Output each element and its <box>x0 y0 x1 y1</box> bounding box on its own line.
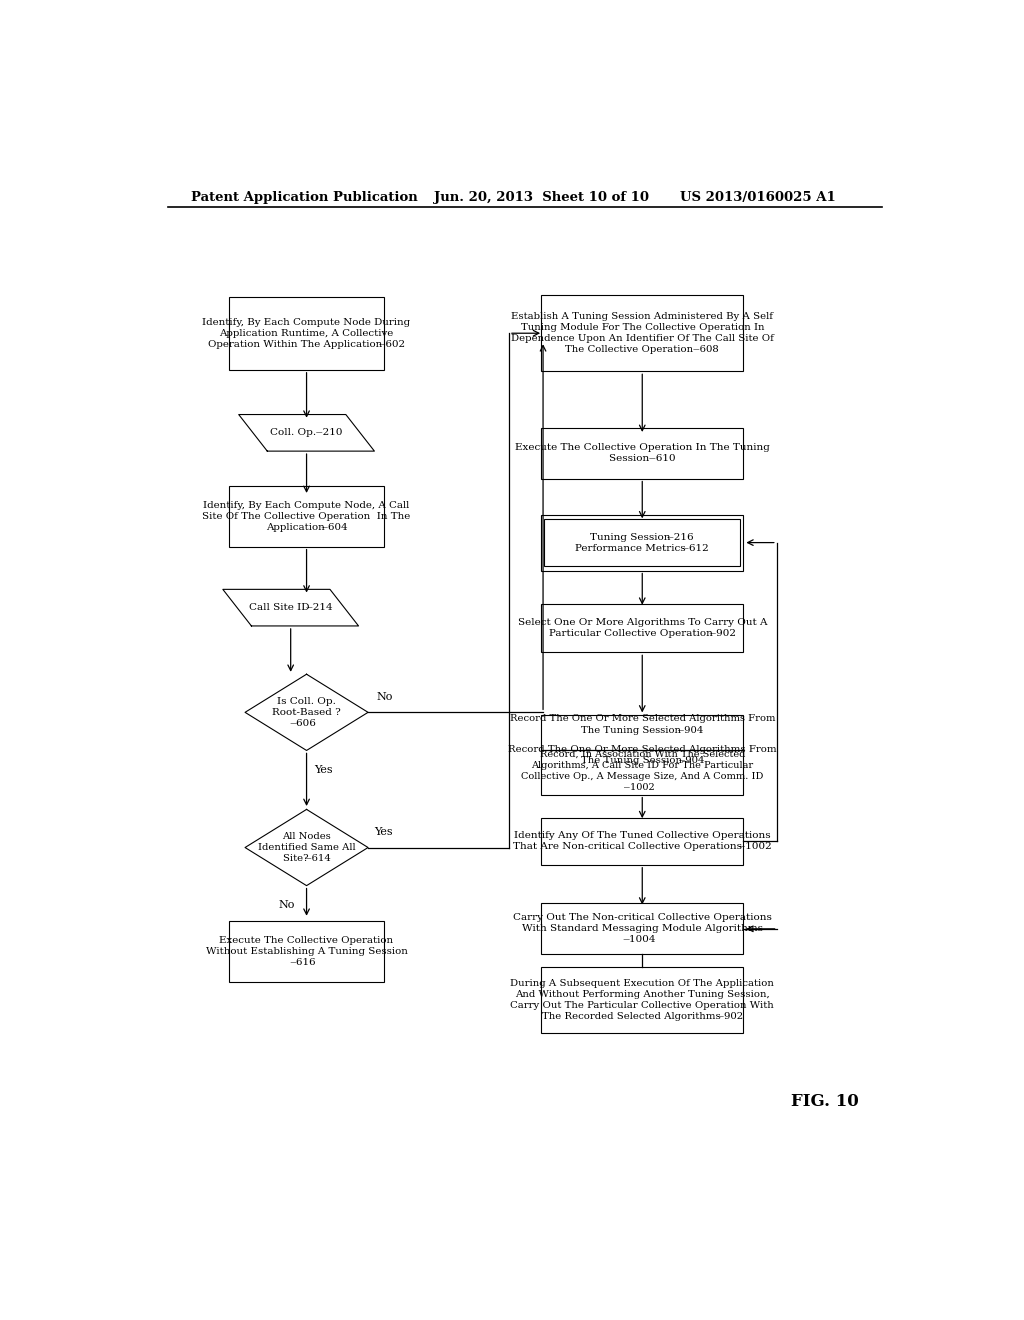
Text: Yes: Yes <box>314 764 333 775</box>
Bar <box>541 818 743 865</box>
Text: Carry Out The Non-critical Collective Operations
With Standard Messaging Module : Carry Out The Non-critical Collective Op… <box>513 913 772 944</box>
Bar <box>541 603 743 652</box>
Polygon shape <box>245 809 368 886</box>
Bar <box>541 715 743 795</box>
Text: Call Site ID ̶214: Call Site ID ̶214 <box>249 603 333 612</box>
Text: Record The One Or More Selected Algorithms From
The Tuning Session ̶904: Record The One Or More Selected Algorith… <box>510 714 775 735</box>
Bar <box>541 296 743 371</box>
Text: Coll. Op.  ̶210: Coll. Op. ̶210 <box>270 428 343 437</box>
Text: Execute The Collective Operation
Without Establishing A Tuning Session
̶616: Execute The Collective Operation Without… <box>206 936 408 966</box>
Polygon shape <box>245 675 368 751</box>
Bar <box>229 297 384 370</box>
Text: Record, In Association With The Selected
Algorithms, A Call Site ID For The Part: Record, In Association With The Selected… <box>521 750 764 792</box>
Text: Identify, By Each Compute Node During
Application Runtime, A Collective
Operatio: Identify, By Each Compute Node During Ap… <box>203 318 411 348</box>
Text: Select One Or More Algorithms To Carry Out A
Particular Collective Operation ̶90: Select One Or More Algorithms To Carry O… <box>517 618 767 638</box>
Polygon shape <box>223 589 358 626</box>
Bar <box>544 519 740 566</box>
Bar <box>541 515 743 570</box>
Text: No: No <box>376 692 392 702</box>
Text: Is Coll. Op.
Root-Based ?
̶606: Is Coll. Op. Root-Based ? ̶606 <box>272 697 341 727</box>
Text: Establish A Tuning Session Administered By A Self
Tuning Module For The Collecti: Establish A Tuning Session Administered … <box>511 312 774 354</box>
Text: Tuning Session ̶216
Performance Metrics ̶612: Tuning Session ̶216 Performance Metrics … <box>575 532 710 553</box>
Bar <box>541 968 743 1034</box>
Text: FIG. 10: FIG. 10 <box>791 1093 858 1110</box>
Text: Identify Any Of The Tuned Collective Operations
That Are Non-critical Collective: Identify Any Of The Tuned Collective Ope… <box>513 832 772 851</box>
Bar <box>229 486 384 546</box>
Polygon shape <box>239 414 375 451</box>
Text: Patent Application Publication: Patent Application Publication <box>191 191 418 205</box>
Text: No: No <box>279 900 295 909</box>
Text: Jun. 20, 2013  Sheet 10 of 10: Jun. 20, 2013 Sheet 10 of 10 <box>433 191 648 205</box>
Text: All Nodes
Identified Same All
Site? ̶614: All Nodes Identified Same All Site? ̶614 <box>258 832 355 863</box>
Text: Record The One Or More Selected Algorithms From
The Tuning Session ̶904: Record The One Or More Selected Algorith… <box>508 744 776 766</box>
Bar <box>541 903 743 954</box>
Text: Identify, By Each Compute Node, A Call
Site Of The Collective Operation  In The
: Identify, By Each Compute Node, A Call S… <box>203 500 411 532</box>
Text: Yes: Yes <box>375 828 393 837</box>
Bar <box>541 428 743 479</box>
Text: Execute The Collective Operation In The Tuning
Session  ̶610: Execute The Collective Operation In The … <box>515 444 770 463</box>
Bar <box>229 921 384 982</box>
Text: US 2013/0160025 A1: US 2013/0160025 A1 <box>680 191 836 205</box>
Text: During A Subsequent Execution Of The Application
And Without Performing Another : During A Subsequent Execution Of The App… <box>510 979 774 1022</box>
